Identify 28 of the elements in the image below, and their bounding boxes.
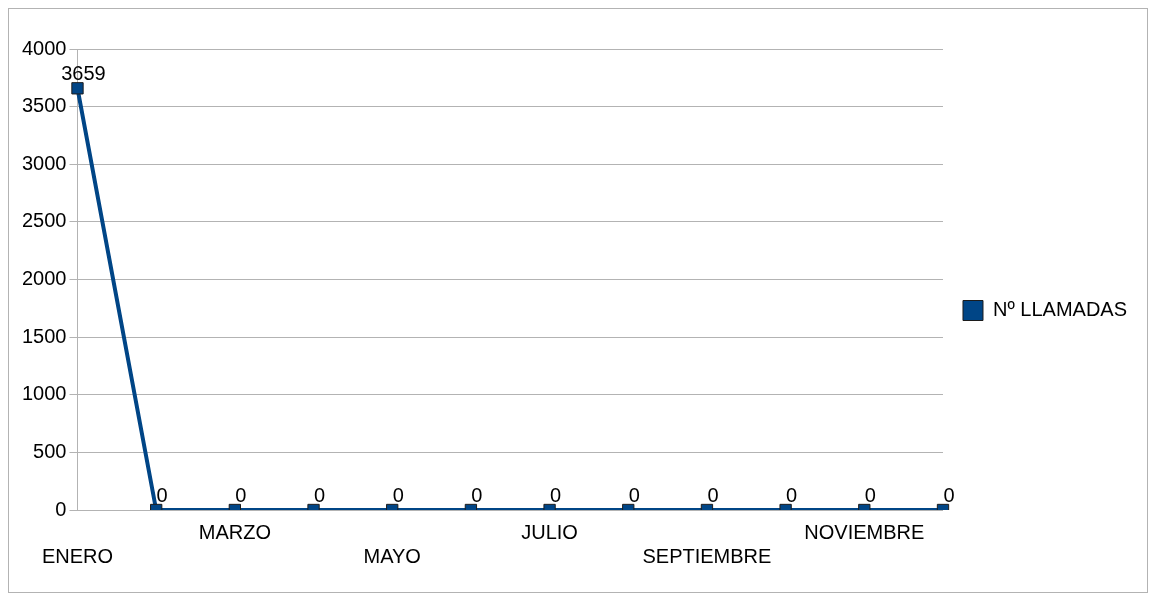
x-tick-label: MAYO xyxy=(363,544,421,567)
y-tick-label: 0 xyxy=(55,497,67,520)
y-tick-label: 1500 xyxy=(21,324,67,347)
data-label: 0 xyxy=(943,483,955,506)
data-label: 0 xyxy=(392,483,404,506)
data-label: 0 xyxy=(471,483,483,506)
data-label: 0 xyxy=(156,483,168,506)
x-tick-label: SEPTIEMBRE xyxy=(642,544,772,567)
x-tick-label: ENERO xyxy=(41,544,114,567)
y-tick-label: 2500 xyxy=(21,209,67,232)
data-label: 0 xyxy=(313,483,326,506)
legend-label: Nº LLAMADAS xyxy=(992,298,1127,321)
x-tick-label: JULIO xyxy=(521,520,578,543)
data-label: 0 xyxy=(707,483,719,506)
x-tick-label: MARZO xyxy=(198,520,271,543)
y-tick-label: 2000 xyxy=(21,267,67,290)
x-tick-label: NOVIEMBRE xyxy=(804,520,925,543)
data-label: 0 xyxy=(550,483,562,506)
y-tick-label: 1000 xyxy=(21,382,67,405)
data-label: 0 xyxy=(235,483,247,506)
data-label: 3659 xyxy=(61,61,106,84)
y-tick-label: 4000 xyxy=(21,36,67,59)
y-tick-label: 3500 xyxy=(21,94,67,117)
y-tick-label: 3000 xyxy=(21,151,67,174)
data-label: 0 xyxy=(628,483,640,506)
data-label: 0 xyxy=(864,483,876,506)
y-tick-label: 500 xyxy=(33,439,67,462)
data-label: 0 xyxy=(786,483,798,506)
